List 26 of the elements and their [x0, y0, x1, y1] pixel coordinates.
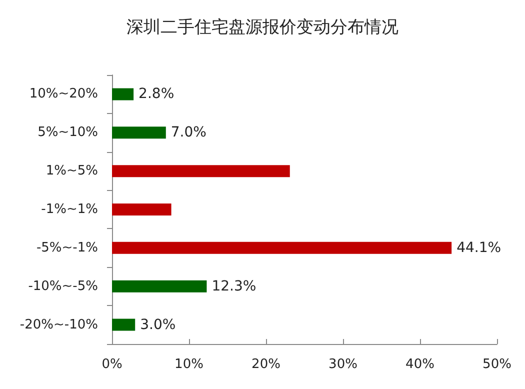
y-tick-label: 5%~10% — [38, 125, 98, 140]
data-label: 7.0% — [170, 124, 206, 141]
data-label: 3.0% — [140, 316, 176, 333]
bar — [112, 280, 207, 292]
y-tick-label: -20%~-10% — [20, 317, 98, 332]
y-tick-label: 1%~5% — [46, 164, 98, 179]
x-tick-label: 0% — [102, 357, 122, 372]
bar — [112, 204, 172, 216]
data-label: 12.3% — [212, 278, 256, 294]
y-tick-label: -10%~-5% — [28, 278, 98, 294]
bar — [112, 88, 134, 100]
x-tick-label: 50% — [482, 357, 512, 372]
data-label: 44.1% — [456, 240, 502, 256]
y-tick-label: 10%~20% — [29, 86, 98, 102]
bar — [112, 242, 452, 254]
x-tick-label: 30% — [328, 357, 358, 372]
x-tick-label: 10% — [174, 357, 204, 372]
data-label: 2.8% — [138, 86, 174, 102]
x-tick-label: 40% — [406, 357, 434, 372]
chart-title: 深圳二手住宅盘源报价变动分布情况 — [126, 18, 398, 38]
bar — [112, 165, 290, 178]
y-tick-label: -1%~1% — [41, 202, 98, 217]
y-tick-label: -5%~-1% — [36, 240, 98, 256]
bar — [112, 126, 166, 139]
x-tick-label: 20% — [252, 357, 280, 372]
bar — [112, 318, 136, 331]
